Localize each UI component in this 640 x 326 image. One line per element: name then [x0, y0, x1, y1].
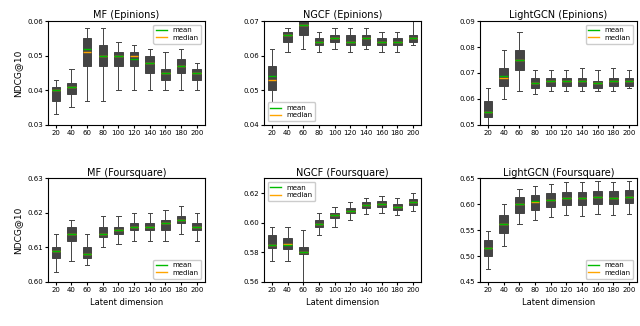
PathPatch shape	[99, 227, 107, 237]
PathPatch shape	[393, 38, 401, 45]
Legend: mean, median: mean, median	[154, 259, 201, 278]
X-axis label: Latent dimension: Latent dimension	[306, 298, 379, 307]
PathPatch shape	[299, 246, 308, 254]
PathPatch shape	[408, 35, 417, 42]
Legend: mean, median: mean, median	[586, 259, 634, 278]
PathPatch shape	[625, 190, 633, 203]
Legend: mean, median: mean, median	[154, 25, 201, 44]
PathPatch shape	[299, 21, 308, 35]
Y-axis label: NDCG@10: NDCG@10	[13, 207, 22, 254]
PathPatch shape	[547, 78, 555, 86]
PathPatch shape	[531, 78, 540, 88]
Legend: mean, median: mean, median	[268, 102, 316, 121]
PathPatch shape	[177, 216, 186, 223]
PathPatch shape	[377, 201, 386, 207]
PathPatch shape	[515, 50, 524, 70]
PathPatch shape	[114, 227, 123, 234]
PathPatch shape	[284, 238, 292, 249]
PathPatch shape	[562, 78, 571, 86]
PathPatch shape	[362, 35, 370, 45]
PathPatch shape	[315, 220, 323, 227]
PathPatch shape	[177, 59, 186, 73]
PathPatch shape	[593, 81, 602, 88]
PathPatch shape	[362, 202, 370, 208]
PathPatch shape	[562, 192, 571, 205]
Y-axis label: NDCG@10: NDCG@10	[13, 49, 22, 96]
PathPatch shape	[484, 101, 492, 117]
Title: MF (Epinions): MF (Epinions)	[93, 10, 159, 21]
PathPatch shape	[67, 227, 76, 241]
PathPatch shape	[330, 35, 339, 42]
PathPatch shape	[145, 56, 154, 73]
PathPatch shape	[161, 69, 170, 80]
PathPatch shape	[315, 38, 323, 45]
PathPatch shape	[99, 45, 107, 66]
PathPatch shape	[609, 78, 618, 86]
Title: LightGCN (Epinions): LightGCN (Epinions)	[509, 10, 607, 21]
PathPatch shape	[609, 191, 618, 204]
PathPatch shape	[408, 199, 417, 205]
PathPatch shape	[515, 197, 524, 213]
PathPatch shape	[193, 69, 201, 80]
PathPatch shape	[330, 213, 339, 218]
PathPatch shape	[499, 215, 508, 233]
Legend: mean, median: mean, median	[268, 182, 316, 201]
PathPatch shape	[130, 52, 138, 66]
PathPatch shape	[578, 78, 586, 86]
PathPatch shape	[393, 204, 401, 210]
PathPatch shape	[114, 52, 123, 66]
Title: MF (Foursquare): MF (Foursquare)	[86, 168, 166, 178]
X-axis label: Latent dimension: Latent dimension	[90, 298, 163, 307]
Title: NGCF (Epinions): NGCF (Epinions)	[303, 10, 382, 21]
PathPatch shape	[83, 38, 92, 66]
PathPatch shape	[145, 223, 154, 230]
PathPatch shape	[625, 78, 633, 86]
PathPatch shape	[377, 38, 386, 45]
PathPatch shape	[193, 223, 201, 230]
PathPatch shape	[67, 83, 76, 94]
PathPatch shape	[531, 195, 540, 210]
PathPatch shape	[52, 247, 60, 258]
Title: NGCF (Foursquare): NGCF (Foursquare)	[296, 168, 388, 178]
PathPatch shape	[130, 223, 138, 230]
PathPatch shape	[52, 87, 60, 100]
Title: LightGCN (Foursquare): LightGCN (Foursquare)	[503, 168, 614, 178]
PathPatch shape	[346, 208, 355, 213]
Legend: mean, median: mean, median	[586, 25, 634, 44]
PathPatch shape	[161, 220, 170, 230]
PathPatch shape	[268, 235, 276, 248]
X-axis label: Latent dimension: Latent dimension	[522, 298, 595, 307]
PathPatch shape	[484, 240, 492, 256]
PathPatch shape	[83, 247, 92, 258]
PathPatch shape	[547, 193, 555, 207]
PathPatch shape	[268, 66, 276, 90]
PathPatch shape	[578, 192, 586, 205]
PathPatch shape	[593, 191, 602, 204]
PathPatch shape	[284, 32, 292, 42]
PathPatch shape	[346, 35, 355, 45]
PathPatch shape	[499, 68, 508, 86]
